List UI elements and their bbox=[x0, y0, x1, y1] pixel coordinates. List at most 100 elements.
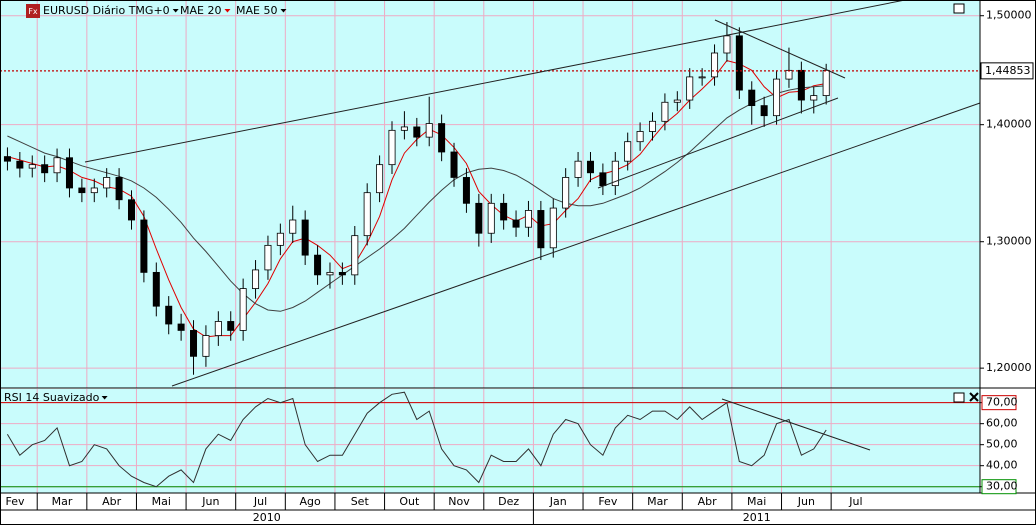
year-label: 2011 bbox=[743, 511, 771, 524]
y-tick-label: 1,40000 bbox=[986, 118, 1032, 131]
candle-body bbox=[611, 160, 619, 187]
candle-body bbox=[78, 187, 86, 194]
y-tick-label: 70,00 bbox=[986, 396, 1018, 409]
candle-body bbox=[686, 76, 694, 101]
legend-entry[interactable]: MAE 50 bbox=[236, 4, 277, 17]
level-label-box bbox=[981, 479, 1017, 495]
candle-body bbox=[487, 202, 495, 234]
candle-body bbox=[214, 321, 222, 336]
last-price-box bbox=[980, 62, 1034, 80]
chart-title[interactable]: EURUSD Diário TMG+0 bbox=[43, 4, 170, 17]
candle-body bbox=[413, 126, 421, 138]
candle-body bbox=[140, 219, 148, 273]
candle-body bbox=[41, 164, 49, 174]
candle-body bbox=[227, 321, 235, 331]
data bbox=[0, 22, 980, 488]
dropdown-arrow bbox=[224, 9, 231, 13]
x-tick-label: Mai bbox=[747, 495, 766, 508]
candle-body bbox=[586, 160, 594, 174]
candle-body bbox=[127, 199, 135, 221]
candle-body bbox=[152, 271, 160, 307]
candle-body bbox=[28, 164, 36, 169]
candle-body bbox=[400, 126, 408, 131]
candle-body bbox=[760, 105, 768, 117]
candle-body bbox=[537, 210, 545, 249]
x-tick-label: Nov bbox=[448, 495, 470, 508]
x-tick-label: Jul bbox=[848, 495, 862, 508]
candle-body bbox=[388, 129, 396, 166]
x-tick-label: Ago bbox=[300, 495, 322, 508]
candle-body bbox=[773, 78, 781, 117]
candle-body bbox=[289, 219, 297, 234]
x-tick-label: Jun bbox=[201, 495, 219, 508]
candle-body bbox=[16, 160, 24, 169]
x-tick-label: Out bbox=[399, 495, 420, 508]
x-tick-label: Set bbox=[351, 495, 370, 508]
candle-body bbox=[376, 164, 384, 194]
maximize-button[interactable] bbox=[953, 392, 965, 403]
y-tick-label: 60,00 bbox=[986, 417, 1018, 430]
trend-lines bbox=[84, 0, 981, 451]
maximize-button[interactable] bbox=[953, 3, 965, 14]
grid bbox=[0, 0, 980, 493]
x-tick-label: Fev bbox=[598, 495, 617, 508]
dropdown-arrow bbox=[280, 9, 287, 13]
candle-body bbox=[90, 187, 98, 194]
close-icon bbox=[969, 392, 979, 402]
candle-body bbox=[3, 156, 11, 162]
candle-body bbox=[698, 76, 706, 79]
symbol-icon[interactable] bbox=[26, 4, 40, 18]
dropdown-arrow bbox=[172, 9, 179, 13]
candle-body bbox=[562, 177, 570, 209]
candle-body bbox=[338, 271, 346, 276]
trend-line bbox=[714, 19, 846, 79]
candle-body bbox=[264, 244, 272, 271]
y-tick-label: 1,20000 bbox=[986, 361, 1032, 374]
level-label-box bbox=[981, 395, 1017, 411]
candle-body bbox=[649, 120, 657, 132]
candle-body bbox=[326, 271, 334, 276]
y-tick-label: 50,00 bbox=[986, 438, 1018, 451]
symbol-icon-text: Fx bbox=[28, 7, 38, 16]
x-tick-label: Dez bbox=[498, 495, 519, 508]
trend-line bbox=[721, 398, 871, 451]
y-tick-label: 1,50000 bbox=[986, 9, 1032, 22]
candle-body bbox=[202, 335, 210, 357]
trend-line bbox=[171, 102, 981, 387]
candle-body bbox=[65, 157, 73, 189]
candle-body bbox=[450, 151, 458, 178]
x-tick-label: Mar bbox=[52, 495, 73, 508]
y-tick-label: 40,00 bbox=[986, 459, 1018, 472]
candle-body bbox=[797, 69, 805, 101]
price-pane bbox=[0, 0, 980, 388]
last-price-label: 1,44853 bbox=[985, 64, 1031, 77]
rsi-pane bbox=[0, 389, 980, 493]
candle-body bbox=[599, 172, 607, 187]
candle-body bbox=[165, 305, 173, 325]
x-tick-label: Abr bbox=[698, 495, 718, 508]
candle-body bbox=[363, 192, 371, 237]
moving-average bbox=[7, 85, 827, 312]
candle-body bbox=[661, 101, 669, 122]
candle-body bbox=[462, 177, 470, 204]
candle-body bbox=[785, 69, 793, 80]
candle-body bbox=[301, 219, 309, 256]
candle-body bbox=[53, 157, 61, 174]
x-tick-label: Jun bbox=[797, 495, 815, 508]
candle-body bbox=[190, 330, 198, 357]
candle-body bbox=[810, 95, 818, 101]
candle-body bbox=[822, 69, 830, 97]
x-tick-label: Abr bbox=[102, 495, 122, 508]
candle-body bbox=[252, 269, 260, 289]
close-button[interactable] bbox=[969, 392, 979, 402]
candle-body bbox=[735, 35, 743, 91]
indicator-title[interactable]: RSI 14 Suavizado bbox=[4, 391, 100, 404]
candle-body bbox=[574, 160, 582, 178]
candle-body bbox=[673, 99, 681, 103]
candle-body bbox=[512, 219, 520, 228]
candle-body bbox=[723, 35, 731, 54]
x-tick-label: Mar bbox=[647, 495, 668, 508]
y-tick-label: 30,00 bbox=[986, 480, 1018, 493]
legend-entry[interactable]: MAE 20 bbox=[180, 4, 221, 17]
